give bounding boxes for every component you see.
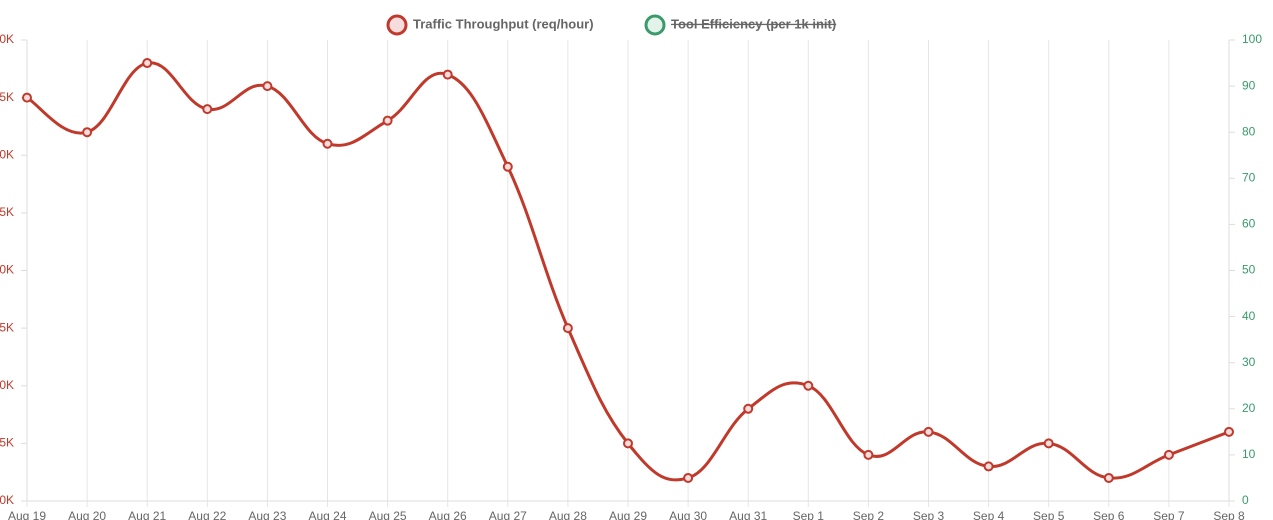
x-tick-label: Sep 5 [1033, 509, 1065, 520]
y2-tick-label: 40 [1242, 309, 1256, 323]
data-point [803, 380, 814, 391]
data-point [983, 461, 994, 472]
y-tick-label: 0K [0, 493, 14, 507]
y-tick-label: 20K [0, 263, 14, 277]
data-point [22, 92, 32, 103]
legend-marker [644, 14, 666, 36]
data-point [1043, 438, 1054, 449]
y-tick-label: 35K [0, 90, 14, 104]
x-tick-label: Aug 21 [128, 509, 166, 520]
data-point [562, 323, 573, 334]
data-point [1224, 426, 1234, 437]
x-tick-label: Aug 24 [308, 509, 346, 520]
x-tick-label: Sep 4 [973, 509, 1005, 520]
data-point [923, 426, 934, 437]
y-tick-label: 40K [0, 32, 14, 46]
data-point [442, 69, 453, 80]
x-tick-label: Sep 7 [1153, 509, 1185, 520]
y2-tick-label: 100 [1242, 32, 1262, 46]
y2-tick-label: 60 [1242, 217, 1256, 231]
data-point [262, 81, 273, 92]
legend-label[interactable]: Traffic Throughput (req/hour) [413, 16, 594, 31]
x-tick-label: Aug 19 [8, 509, 46, 520]
data-point [863, 449, 874, 460]
series-line [26, 61, 1230, 482]
legend-marker [386, 14, 408, 36]
x-tick-label: Aug 31 [729, 509, 767, 520]
data-point [502, 161, 513, 172]
data-point [683, 472, 694, 483]
data-point [202, 104, 213, 115]
y2-tick-label: 50 [1242, 263, 1256, 277]
x-tick-label: Aug 29 [609, 509, 647, 520]
y2-tick-label: 90 [1242, 78, 1256, 92]
y2-tick-label: 70 [1242, 170, 1256, 184]
x-tick-label: Aug 26 [429, 509, 467, 520]
data-point [322, 138, 333, 149]
y-tick-label: 30K [0, 147, 14, 161]
x-tick-label: Aug 20 [68, 509, 106, 520]
x-tick-label: Aug 28 [549, 509, 587, 520]
x-tick-label: Sep 8 [1213, 509, 1245, 520]
y2-tick-label: 20 [1242, 401, 1256, 415]
y2-tick-label: 30 [1242, 355, 1256, 369]
x-tick-label: Sep 6 [1093, 509, 1125, 520]
data-point [142, 58, 153, 69]
x-tick-label: Aug 30 [669, 509, 707, 520]
legend-label[interactable]: Tool Efficiency (per 1k init) [671, 16, 836, 31]
x-tick-label: Sep 2 [853, 509, 885, 520]
x-tick-label: Sep 3 [913, 509, 945, 520]
data-point [1103, 472, 1114, 483]
y-tick-label: 15K [0, 320, 14, 334]
data-point [1163, 449, 1174, 460]
data-point [82, 127, 93, 138]
y-tick-label: 5K [0, 436, 14, 450]
x-tick-label: Aug 23 [248, 509, 286, 520]
y-tick-label: 25K [0, 205, 14, 219]
data-point [743, 403, 754, 414]
x-tick-label: Aug 22 [188, 509, 226, 520]
y-tick-label: 10K [0, 378, 14, 392]
x-tick-label: Aug 27 [489, 509, 527, 520]
y2-tick-label: 80 [1242, 124, 1256, 138]
x-tick-label: Aug 25 [369, 509, 407, 520]
y2-tick-label: 0 [1242, 493, 1249, 507]
data-point [382, 115, 393, 126]
data-point [623, 438, 633, 449]
x-tick-label: Sep 1 [793, 509, 825, 520]
y2-tick-label: 10 [1242, 447, 1256, 461]
